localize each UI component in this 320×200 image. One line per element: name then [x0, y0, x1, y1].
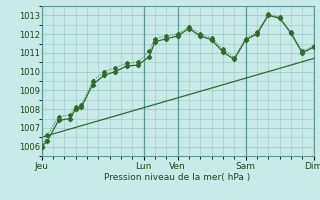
X-axis label: Pression niveau de la mer( hPa ): Pression niveau de la mer( hPa ) [104, 173, 251, 182]
